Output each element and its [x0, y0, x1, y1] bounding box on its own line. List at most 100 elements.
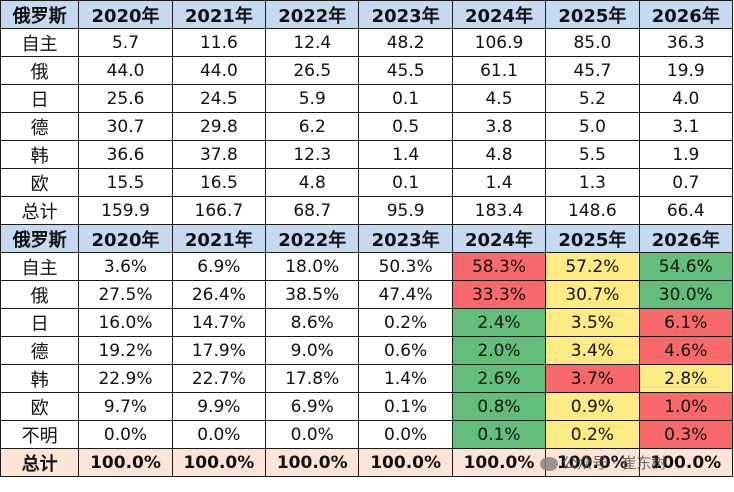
header-year-cell: 2022年	[265, 0, 360, 29]
row-label-cell: 自主	[0, 28, 80, 57]
value-cell: 26.4%	[171, 280, 267, 309]
value-cell: 183.4	[451, 196, 547, 225]
value-cell: 68.7	[265, 196, 360, 225]
header-year-cell: 2024年	[451, 0, 547, 29]
row-label-cell: 欧	[0, 168, 80, 197]
value-cell: 0.0%	[265, 420, 360, 449]
row-label-cell: 日	[0, 308, 80, 337]
value-cell: 0.7	[638, 168, 734, 197]
value-cell: 54.6%	[638, 252, 734, 281]
total-row: 总计 100.0% 100.0% 100.0% 100.0% 100.0% 100.0% 10…	[0, 448, 734, 477]
value-cell: 25.6	[78, 84, 173, 113]
value-cell: 0.1%	[358, 392, 453, 421]
header-year-cell: 2021年	[171, 0, 267, 29]
value-cell: 26.5	[265, 56, 360, 85]
value-cell: 3.8	[451, 112, 547, 141]
table-row: 日 16.0% 14.7% 8.6% 0.2% 2.4% 3.5% 6.1%	[0, 308, 734, 337]
sales-table: 俄罗斯 2020年 2021年 2022年 2023年 2024年 2025年 2026年 自主…	[0, 0, 734, 477]
value-cell: 36.3	[638, 28, 734, 57]
value-cell: 3.1	[638, 112, 734, 141]
watermark: 公众号 · 崔东树	[540, 452, 666, 473]
row-label-cell: 韩	[0, 140, 80, 169]
row-label-cell: 自主	[0, 252, 80, 281]
value-cell: 66.4	[638, 196, 734, 225]
header-year-cell: 2021年	[171, 224, 267, 253]
value-cell: 5.5	[545, 140, 640, 169]
header-year-cell: 2024年	[451, 224, 547, 253]
header-year-cell: 2020年	[78, 224, 173, 253]
wechat-icon	[540, 456, 558, 471]
table-row: 欧 15.5 16.5 4.8 0.1 1.4 1.3 0.7	[0, 168, 734, 197]
value-cell: 44.0	[171, 56, 267, 85]
row-label-cell: 德	[0, 336, 80, 365]
value-cell: 95.9	[358, 196, 453, 225]
value-cell: 0.2%	[545, 420, 640, 449]
row-label-cell: 不明	[0, 420, 80, 449]
value-cell: 100.0%	[638, 448, 734, 477]
value-cell: 9.7%	[78, 392, 173, 421]
header-year-cell: 2026年	[638, 224, 734, 253]
row-label-cell: 日	[0, 84, 80, 113]
header-row: 俄罗斯 2020年 2021年 2022年 2023年 2024年 2025年 2026年	[0, 0, 734, 29]
value-cell: 17.9%	[171, 336, 267, 365]
value-cell: 6.1%	[638, 308, 734, 337]
value-cell: 106.9	[451, 28, 547, 57]
value-cell: 0.3%	[638, 420, 734, 449]
value-cell: 24.5	[171, 84, 267, 113]
value-cell: 3.4%	[545, 336, 640, 365]
value-cell: 0.9%	[545, 392, 640, 421]
value-cell: 100.0%	[545, 448, 640, 477]
value-cell: 0.2%	[358, 308, 453, 337]
value-cell: 4.6%	[638, 336, 734, 365]
value-cell: 100.0%	[171, 448, 267, 477]
header-year-cell: 2023年	[358, 224, 453, 253]
table-row: 总计 159.9 166.7 68.7 95.9 183.4 148.6 66.4	[0, 196, 734, 225]
value-cell: 11.6	[171, 28, 267, 57]
value-cell: 29.8	[171, 112, 267, 141]
value-cell: 159.9	[78, 196, 173, 225]
watermark-text: 公众号 · 崔东树	[562, 454, 667, 472]
value-cell: 5.9	[265, 84, 360, 113]
value-cell: 2.0%	[451, 336, 547, 365]
row-label-cell: 德	[0, 112, 80, 141]
value-cell: 19.9	[638, 56, 734, 85]
value-cell: 6.9%	[171, 252, 267, 281]
header-row: 俄罗斯 2020年 2021年 2022年 2023年 2024年 2025年 2026年	[0, 224, 734, 253]
row-label-cell: 总计	[0, 448, 80, 477]
value-cell: 12.3	[265, 140, 360, 169]
value-cell: 0.0%	[171, 420, 267, 449]
row-label-cell: 韩	[0, 364, 80, 393]
value-cell: 9.9%	[171, 392, 267, 421]
value-cell: 1.4	[451, 168, 547, 197]
value-cell: 0.0%	[78, 420, 173, 449]
row-label-cell: 俄	[0, 280, 80, 309]
value-cell: 16.5	[171, 168, 267, 197]
value-cell: 100.0%	[451, 448, 547, 477]
value-cell: 6.9%	[265, 392, 360, 421]
value-cell: 100.0%	[78, 448, 173, 477]
value-cell: 4.0	[638, 84, 734, 113]
value-cell: 33.3%	[451, 280, 547, 309]
value-cell: 0.1	[358, 168, 453, 197]
value-cell: 22.7%	[171, 364, 267, 393]
table-row: 欧 9.7% 9.9% 6.9% 0.1% 0.8% 0.9% 1.0%	[0, 392, 734, 421]
value-cell: 2.8%	[638, 364, 734, 393]
table-row: 不明 0.0% 0.0% 0.0% 0.0% 0.1% 0.2% 0.3%	[0, 420, 734, 449]
value-cell: 1.4	[358, 140, 453, 169]
table-row: 韩 22.9% 22.7% 17.8% 1.4% 2.6% 3.7% 2.8%	[0, 364, 734, 393]
value-cell: 0.8%	[451, 392, 547, 421]
header-year-cell: 2025年	[545, 0, 640, 29]
value-cell: 8.6%	[265, 308, 360, 337]
value-cell: 30.7%	[545, 280, 640, 309]
table-row: 韩 36.6 37.8 12.3 1.4 4.8 5.5 1.9	[0, 140, 734, 169]
value-cell: 27.5%	[78, 280, 173, 309]
value-cell: 61.1	[451, 56, 547, 85]
header-year-cell: 2026年	[638, 0, 734, 29]
value-cell: 45.5	[358, 56, 453, 85]
header-label-cell: 俄罗斯	[0, 0, 80, 29]
value-cell: 16.0%	[78, 308, 173, 337]
value-cell: 9.0%	[265, 336, 360, 365]
row-label-cell: 俄	[0, 56, 80, 85]
value-cell: 14.7%	[171, 308, 267, 337]
value-cell: 48.2	[358, 28, 453, 57]
